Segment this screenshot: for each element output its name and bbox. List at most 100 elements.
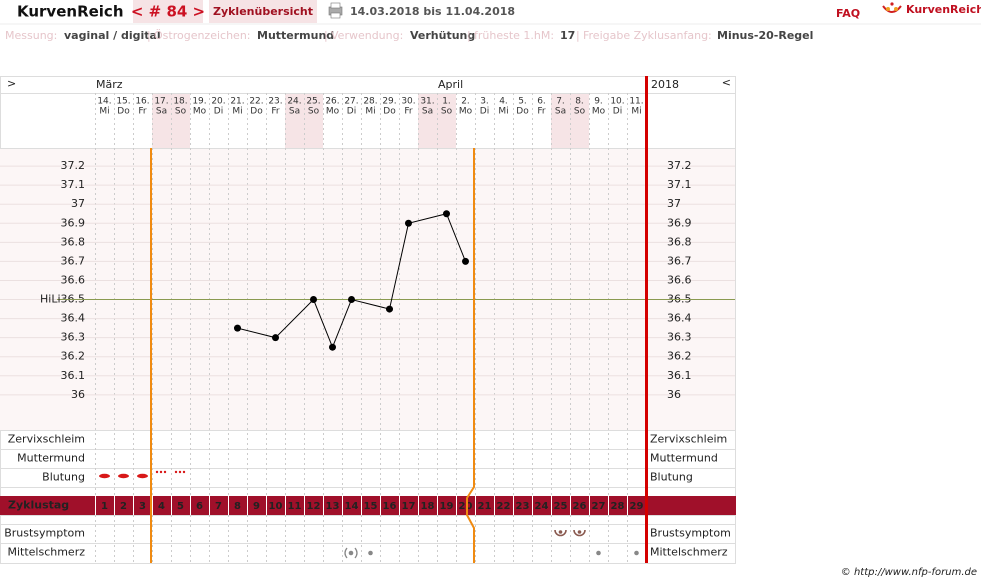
row-label-right: Blutung <box>650 471 693 484</box>
cycle-day: 23 <box>516 501 530 512</box>
cycle-day: 6 <box>196 501 203 512</box>
weekday-label: Do <box>117 107 130 117</box>
chart-marks: > <2018März14.Mi15.Do16.Fr17.Sa18.So19.Mo… <box>0 76 736 563</box>
date-label: 1. <box>442 97 451 107</box>
temperature-point <box>310 296 317 304</box>
weekday-label: Sa <box>422 107 433 117</box>
temperature-point <box>348 296 355 304</box>
cycle-day: 27 <box>592 501 606 512</box>
row-label-right: Mittelschmerz <box>650 546 728 559</box>
row-label: Zervixschleim <box>8 433 85 446</box>
period: 14.03.2018 bis 11.04.2018 <box>350 5 515 18</box>
cycle-day: 20 <box>459 501 473 512</box>
setting-label: Verwendung: <box>331 29 403 42</box>
weekday-label: Mi <box>498 107 508 117</box>
print-icon[interactable] <box>328 2 343 19</box>
header: KurvenReich < # 84 > Zyklenübersicht 14.… <box>0 0 981 25</box>
cycle-day: 3 <box>139 501 146 512</box>
weekday-label: So <box>574 107 586 117</box>
temperature-point <box>443 210 450 218</box>
date-label: 31. <box>420 97 434 107</box>
weekday-label: Mi <box>99 107 109 117</box>
weekend-shade <box>437 93 456 148</box>
observations <box>99 148 639 563</box>
date-label: 23. <box>268 97 282 107</box>
temperature-point <box>462 257 469 265</box>
y-tick-label-right: 36 <box>667 388 681 401</box>
weekend-shade <box>570 93 589 148</box>
cycle-day: 28 <box>611 501 625 512</box>
date-label: 8. <box>575 97 584 107</box>
weekday-label: Mi <box>232 107 242 117</box>
bleeding-light <box>155 470 186 474</box>
overview-box <box>209 0 317 23</box>
cycle-day: 24 <box>535 501 549 512</box>
date-label: 9. <box>594 97 603 107</box>
date-label: 19. <box>192 97 206 107</box>
date-label: 15. <box>116 97 130 107</box>
y-tick-label-right: 37.1 <box>667 178 692 191</box>
brand: KurvenReich <box>17 3 124 21</box>
cycle-nav[interactable]: < # 84 > <box>131 3 205 21</box>
weekday-label: Mo <box>459 107 473 117</box>
setting-value: Verhütung <box>410 29 475 42</box>
separator: | <box>467 29 471 42</box>
date-label: 27. <box>344 97 358 107</box>
cycle-day: 13 <box>326 501 340 512</box>
logo-text: KurvenReich <box>906 3 981 16</box>
weekday-label: Mi <box>365 107 375 117</box>
cycle-day: 5 <box>177 501 184 512</box>
weekend-shade <box>285 93 304 148</box>
weekday-label: Do <box>250 107 263 117</box>
date-label: 4. <box>499 97 508 107</box>
logo-icon <box>882 2 902 13</box>
cycle-day: 1 <box>101 501 108 512</box>
separator: | <box>576 29 580 42</box>
y-tick-label: 36.1 <box>61 369 86 382</box>
overview-link[interactable]: Zyklenübersicht <box>213 5 313 18</box>
y-tick-label: 37.1 <box>61 178 86 191</box>
y-tick-label-right: 37 <box>667 197 681 210</box>
setting-value: vaginal / digital <box>64 29 161 42</box>
cycle-day: 18 <box>421 501 435 512</box>
cycle-day: 8 <box>234 501 241 512</box>
cycle-day: 12 <box>307 501 321 512</box>
y-tick-label-right: 36.1 <box>667 369 692 382</box>
temperature-area <box>0 148 735 430</box>
cycle-day: 10 <box>269 501 283 512</box>
row-label-right: Muttermund <box>650 452 718 465</box>
row-label: Brustsymptom <box>4 527 85 540</box>
cycle-day: 2 <box>120 501 127 512</box>
cycle-day: 19 <box>440 501 454 512</box>
weekday-label: So <box>441 107 453 117</box>
weekday-label: So <box>175 107 187 117</box>
separator: | <box>324 29 328 42</box>
date-label: 16. <box>135 97 149 107</box>
weekday-label: Fr <box>404 107 413 117</box>
weekday-label: Di <box>347 107 356 117</box>
faq-link[interactable]: FAQ <box>836 7 860 20</box>
bleeding-strong <box>137 473 148 479</box>
cycle-day: 7 <box>215 501 222 512</box>
cycle-day: 9 <box>253 501 260 512</box>
setting-label: früheste 1.hM: <box>474 29 554 42</box>
bleeding-strong <box>118 473 129 479</box>
y-tick-label: 36.7 <box>61 254 86 267</box>
weekend-shade <box>304 93 323 148</box>
setting-label: Östrogenzeichen: <box>154 29 251 42</box>
row-label: Zyklustag <box>8 499 69 512</box>
weekday-label: Mo <box>592 107 606 117</box>
date-label: 22. <box>249 97 263 107</box>
row-label: Muttermund <box>17 452 85 465</box>
weekday-label: Sa <box>156 107 167 117</box>
y-tick-label: 37 <box>71 197 85 210</box>
date-label: 21. <box>230 97 244 107</box>
temperature-point <box>329 343 336 351</box>
weekday-label: Do <box>383 107 396 117</box>
cycle-day: 14 <box>345 501 359 512</box>
nav-prev[interactable]: > <box>7 77 16 90</box>
temperature-point <box>405 219 412 227</box>
weekday-label: Do <box>516 107 529 117</box>
setting-label: Messung: <box>5 29 57 42</box>
y-tick-label: 36.9 <box>61 216 86 229</box>
